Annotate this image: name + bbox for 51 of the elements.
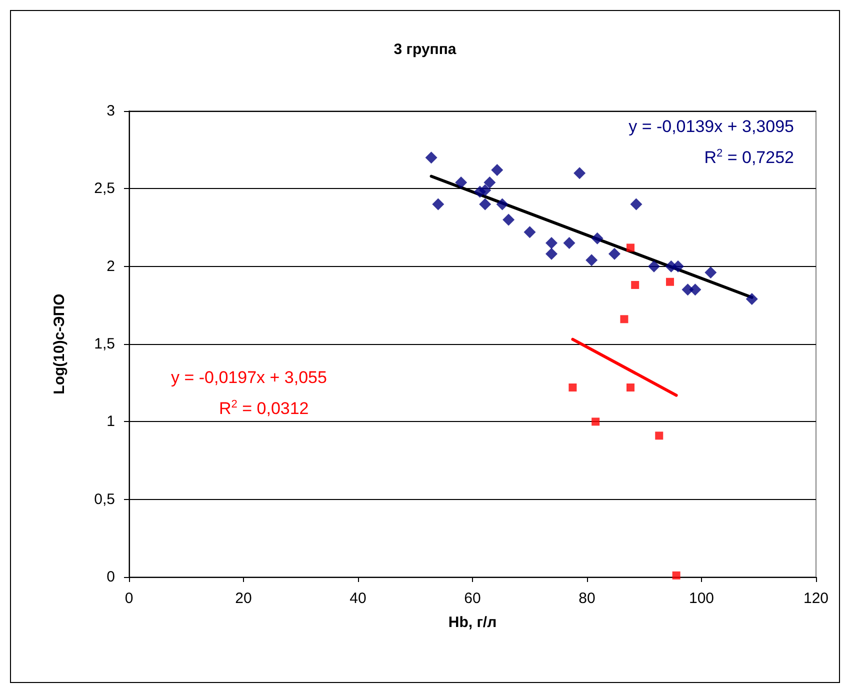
- point: [496, 198, 508, 210]
- point: [546, 237, 558, 250]
- point: [648, 260, 660, 272]
- point: [574, 167, 586, 180]
- point: [432, 198, 444, 210]
- point: [592, 418, 600, 426]
- point: [608, 248, 620, 260]
- point: [746, 292, 758, 305]
- point: [491, 164, 504, 176]
- x-tick-label: 80: [578, 590, 596, 607]
- point: [563, 237, 576, 250]
- point: [591, 232, 604, 244]
- point: [425, 152, 438, 164]
- y-tick-label: 3: [106, 102, 115, 120]
- point: [630, 198, 642, 210]
- y-tick-label: 0,5: [94, 490, 115, 508]
- point: [631, 280, 640, 289]
- point: [672, 260, 684, 272]
- point: [704, 266, 717, 279]
- x-tick-label: 60: [464, 590, 481, 607]
- point: [568, 383, 577, 392]
- chart-title: 3 группа: [394, 41, 457, 58]
- point: [689, 284, 702, 296]
- point: [524, 226, 536, 238]
- annotation: y = -0,0139x + 3,3095: [628, 117, 794, 136]
- point: [626, 383, 635, 392]
- point: [502, 214, 515, 226]
- point: [620, 315, 628, 324]
- point: [672, 571, 680, 580]
- x-tick-label: 0: [124, 590, 134, 607]
- point: [586, 254, 598, 266]
- y-tick-label: 2,5: [94, 180, 115, 198]
- x-tick-label: 20: [235, 590, 252, 607]
- point: [479, 184, 492, 196]
- point: [666, 278, 674, 286]
- annotation: y = -0,0197x + 3,055: [171, 368, 327, 387]
- x-tick-label: 120: [803, 590, 829, 607]
- y-tick-label: 0: [106, 568, 115, 586]
- x-axis-title: Hb, г/л: [448, 614, 497, 631]
- point: [655, 432, 664, 440]
- point: [455, 176, 468, 188]
- y-axis-title: Log(10)с-ЭПО: [51, 293, 68, 394]
- x-tick-label: 40: [350, 590, 366, 607]
- point: [626, 244, 635, 252]
- y-tick-label: 1: [106, 413, 115, 430]
- point: [479, 198, 492, 210]
- y-tick-label: 1,5: [94, 336, 115, 352]
- point: [484, 176, 496, 188]
- y-tick-label: 2: [106, 258, 115, 275]
- point: [546, 248, 558, 260]
- x-tick-label: 100: [688, 590, 714, 607]
